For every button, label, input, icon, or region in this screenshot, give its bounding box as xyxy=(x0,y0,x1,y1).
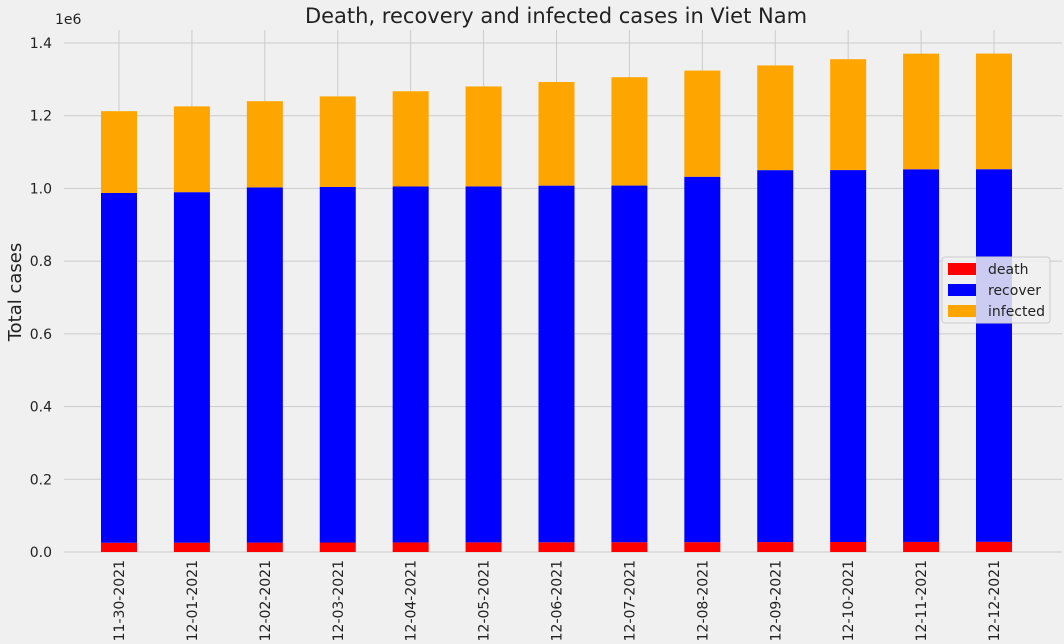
legend-label-recover: recover xyxy=(988,283,1041,299)
bar-infected xyxy=(173,106,210,193)
legend-label-death: death xyxy=(988,262,1028,278)
bar-recover xyxy=(684,176,721,543)
y-axis-offset-label: 1e6 xyxy=(55,12,82,28)
bar-recover xyxy=(173,192,210,543)
bar-recover xyxy=(319,186,356,543)
bar-recover xyxy=(101,192,137,543)
bar-infected xyxy=(830,59,867,171)
bar-death xyxy=(611,542,648,552)
bar-death xyxy=(392,542,429,552)
bar-death xyxy=(757,542,794,552)
bar-death xyxy=(830,542,867,552)
y-tick-label: 0.6 xyxy=(30,327,52,343)
bar-death xyxy=(976,541,1012,552)
y-tick-label: 1.4 xyxy=(30,36,52,52)
bar-infected xyxy=(246,101,283,188)
y-tick-label: 1.2 xyxy=(30,109,52,125)
bar-recover xyxy=(757,170,794,543)
bar-infected xyxy=(392,91,429,187)
bar-death xyxy=(465,542,502,552)
y-tick-label: 0.0 xyxy=(30,545,52,561)
bar-infected xyxy=(903,53,940,170)
x-axis-ticks: 11-30-2021 12-01-2021 12-02-2021 12-03-2021… xyxy=(112,560,1003,641)
bar-death xyxy=(246,542,283,552)
bar-death xyxy=(684,542,721,552)
x-tick-label: 12-12-2021 xyxy=(987,560,1003,641)
bar-recover xyxy=(392,186,429,543)
x-tick-label: 12-05-2021 xyxy=(477,560,493,641)
y-axis-ticks: 0.0 0.2 0.4 0.6 0.8 1.0 1.2 1.4 xyxy=(30,36,52,561)
bar-infected xyxy=(611,77,648,186)
bar-recover xyxy=(246,187,283,543)
bar-infected xyxy=(319,96,356,187)
bars xyxy=(101,53,1012,552)
bar-death xyxy=(101,542,137,552)
bar-recover xyxy=(830,170,867,543)
x-tick-label: 12-06-2021 xyxy=(550,560,566,641)
y-tick-label: 0.2 xyxy=(30,472,52,488)
bar-death xyxy=(903,541,940,552)
bar-infected xyxy=(757,65,794,171)
legend-swatch-infected xyxy=(948,305,976,317)
legend-swatch-death xyxy=(948,263,976,275)
x-tick-label: 12-10-2021 xyxy=(841,560,857,641)
y-tick-label: 0.4 xyxy=(30,400,52,416)
bar-death xyxy=(173,542,210,552)
y-axis-label: Total cases xyxy=(5,243,26,343)
x-tick-label: 12-03-2021 xyxy=(331,560,347,641)
bar-recover xyxy=(611,185,648,543)
x-tick-label: 12-11-2021 xyxy=(914,560,930,641)
bar-death xyxy=(319,542,356,552)
bar-recover xyxy=(976,169,1012,542)
bar-infected xyxy=(976,53,1012,170)
legend-swatch-recover xyxy=(948,284,976,296)
legend: death recover infected xyxy=(941,256,1051,324)
x-tick-label: 12-01-2021 xyxy=(185,560,201,641)
x-tick-label: 12-09-2021 xyxy=(768,560,784,641)
bar-infected xyxy=(684,70,721,177)
x-tick-label: 11-30-2021 xyxy=(112,560,128,641)
y-tick-label: 0.8 xyxy=(30,254,52,270)
x-tick-label: 12-08-2021 xyxy=(695,560,711,641)
x-tick-label: 12-04-2021 xyxy=(404,560,420,641)
chart-title: Death, recovery and infected cases in Vi… xyxy=(305,4,807,28)
bar-infected xyxy=(538,82,575,186)
bar-recover xyxy=(903,169,940,542)
x-tick-label: 12-02-2021 xyxy=(258,560,274,641)
bar-recover xyxy=(538,185,575,543)
bar-death xyxy=(538,542,575,552)
bar-infected xyxy=(101,111,137,193)
bar-infected xyxy=(465,86,502,187)
bar-recover xyxy=(465,186,502,543)
x-tick-label: 12-07-2021 xyxy=(622,560,638,641)
y-tick-label: 1.0 xyxy=(30,181,52,197)
legend-label-infected: infected xyxy=(988,304,1045,320)
